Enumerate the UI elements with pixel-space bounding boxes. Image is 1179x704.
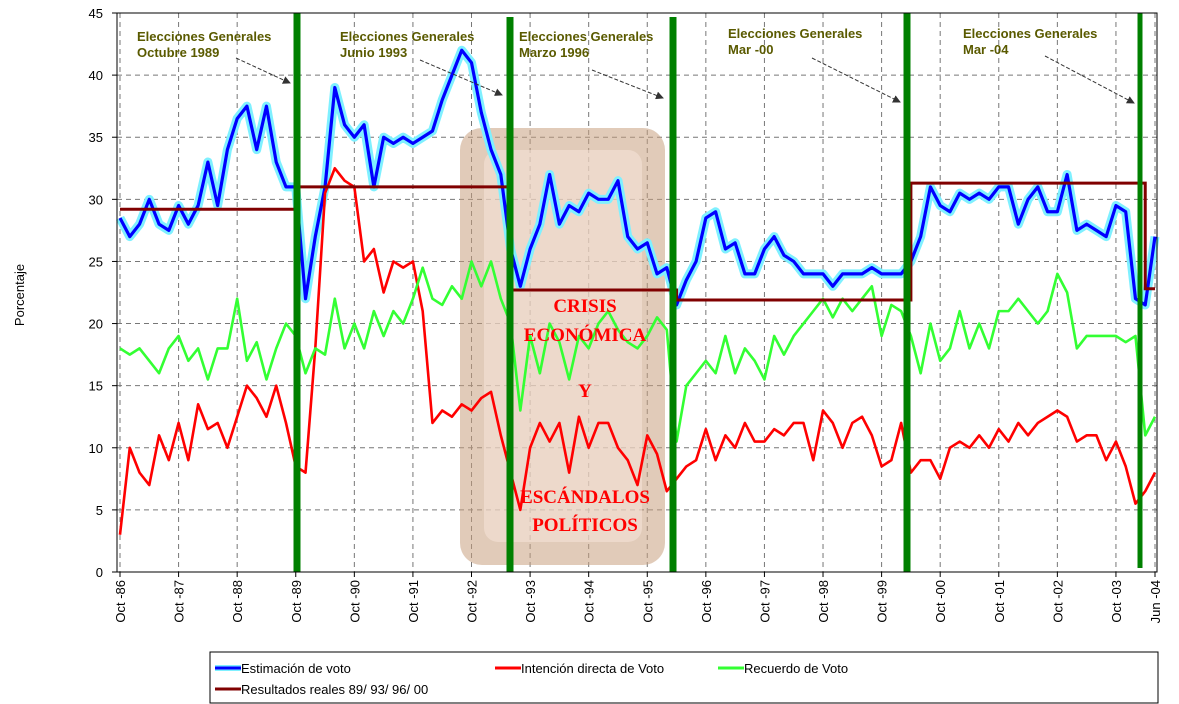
- x-tick-label: Oct -90: [347, 580, 362, 623]
- arrow: [419, 59, 503, 96]
- arrows: [235, 55, 1135, 104]
- plot-frame: [116, 12, 1158, 573]
- annotation: Elecciones Generales: [963, 26, 1097, 41]
- x-tick-label: Oct -93: [523, 580, 538, 623]
- x-tick-label: Oct -99: [875, 580, 890, 623]
- annotation: Elecciones Generales: [340, 29, 474, 44]
- x-tick-label: Oct -86: [113, 580, 128, 623]
- annotation: Junio 1993: [340, 45, 407, 60]
- y-tick-label: 20: [89, 317, 103, 332]
- x-tick-label: Oct -96: [699, 580, 714, 623]
- y-tick-label: 25: [89, 254, 103, 269]
- annotation: Octubre 1989: [137, 45, 219, 60]
- legend: [209, 651, 1159, 704]
- x-tick-label: Oct -02: [1050, 580, 1065, 623]
- arrow: [235, 57, 291, 84]
- y-tick-label: 15: [89, 379, 103, 394]
- y-tick-label: 10: [89, 441, 103, 456]
- x-tick-label: Jun -04: [1148, 580, 1163, 623]
- annotation: Elecciones Generales: [137, 29, 271, 44]
- y-tick-label: 35: [89, 130, 103, 145]
- legend-label: Resultados reales 89/ 93/ 96/ 00: [241, 682, 428, 697]
- x-tick-label: Oct -92: [465, 580, 480, 623]
- x-tick-label: Oct -91: [406, 580, 421, 623]
- arrow: [1044, 55, 1135, 104]
- series-lines: [116, 45, 1160, 535]
- x-tick-label: Oct -94: [582, 580, 597, 623]
- annotation: Mar -04: [963, 42, 1009, 57]
- annotation: Elecciones Generales: [519, 29, 653, 44]
- crisis-annotation: ECONÓMICA: [524, 324, 647, 346]
- series-line: [118, 48, 1157, 307]
- arrow: [811, 57, 901, 103]
- x-tick-label: Oct -01: [992, 580, 1007, 623]
- legend-label: Recuerdo de Voto: [744, 661, 848, 676]
- y-tick-label: 0: [96, 565, 103, 580]
- y-tick-label: 5: [96, 503, 103, 518]
- legend-label: Intención directa de Voto: [521, 661, 664, 676]
- annotation: Mar -00: [728, 42, 774, 57]
- x-tick-label: Oct -97: [757, 580, 772, 623]
- crisis-annotation: CRISIS: [553, 296, 616, 317]
- y-tick-label: 45: [89, 6, 103, 21]
- election-lines: [293, 13, 1143, 572]
- series-line: [119, 260, 1157, 443]
- x-tick-label: Oct -03: [1109, 580, 1124, 623]
- x-tick-label: Oct -89: [289, 580, 304, 623]
- x-tick-label: Oct -88: [230, 580, 245, 623]
- overlay: 0 5 10 15 20 25 30 35 40 45 Oct -86 Oct -87 Oct -88 O…: [89, 6, 1163, 697]
- crisis-annotation: Y: [578, 381, 592, 402]
- crisis-box-inner: [484, 150, 642, 542]
- annotation: Elecciones Generales: [728, 26, 862, 41]
- y-axis-label: Porcentaje: [12, 264, 27, 326]
- annotation: Marzo 1996: [519, 45, 589, 60]
- arrow: [591, 69, 664, 100]
- x-tick-label: Oct -00: [933, 580, 948, 623]
- x-tick-label: Oct -87: [172, 580, 187, 623]
- crisis-annotation: POLÍTICOS: [532, 514, 638, 536]
- crisis-annotation: ESCÁNDALOS: [520, 486, 650, 508]
- series-line: [118, 166, 1157, 535]
- y-tick-label: 40: [89, 68, 103, 83]
- x-tick-label: Oct -95: [640, 580, 655, 623]
- legend-label: Estimación de voto: [241, 661, 351, 676]
- x-tick-label: Oct -98: [816, 580, 831, 623]
- y-tick-label: 30: [89, 192, 103, 207]
